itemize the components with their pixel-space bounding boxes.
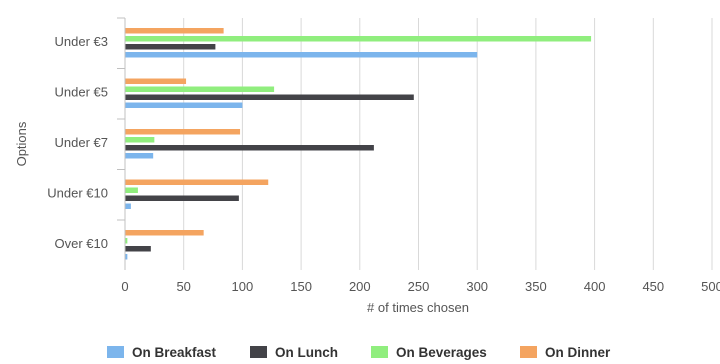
bar-on-beverages-under-eur7: [125, 137, 155, 143]
x-tick-label: 300: [466, 279, 488, 294]
legend-label-on-lunch: On Lunch: [275, 345, 338, 360]
x-tick-label: 50: [176, 279, 190, 294]
x-tick-label: 150: [290, 279, 312, 294]
x-tick-label: 500: [701, 279, 720, 294]
bar-on-breakfast-under-eur3: [125, 52, 478, 58]
y-axis-categories: Under €3 Under €5 Under €7 Under €10 Over €1…: [47, 17, 125, 251]
bar-on-dinner-over-eur10: [125, 230, 204, 236]
bar-on-dinner-under-eur3: [125, 28, 224, 34]
y-axis-title: Options: [14, 121, 29, 166]
bar-on-breakfast-under-eur5: [125, 102, 243, 108]
bar-on-breakfast-over-eur10: [125, 254, 128, 260]
x-tick-label: 0: [121, 279, 128, 294]
category-label: Under €3: [55, 34, 108, 49]
category-label: Under €7: [55, 135, 108, 150]
legend-label-on-beverages: On Beverages: [396, 345, 487, 360]
x-tick-label: 250: [408, 279, 430, 294]
bar-on-lunch-over-eur10: [125, 246, 151, 252]
x-tick-label: 400: [584, 279, 606, 294]
legend-label-on-breakfast: On Breakfast: [132, 345, 217, 360]
bar-on-dinner-under-eur7: [125, 129, 241, 135]
x-axis-title: # of times chosen: [367, 300, 469, 315]
bar-on-beverages-under-eur3: [125, 36, 592, 42]
bar-on-beverages-under-eur5: [125, 86, 275, 92]
legend: On Breakfast On Lunch On Beverages On Dinne…: [107, 345, 611, 360]
legend-swatch-on-lunch: [250, 346, 267, 358]
bar-on-lunch-under-eur10: [125, 195, 239, 201]
x-tick-label: 450: [642, 279, 664, 294]
x-axis-ticks: 0 50 100 150 200 250 300 350 400 450 500: [121, 279, 720, 294]
x-tick-label: 350: [525, 279, 547, 294]
bar-on-beverages-under-eur10: [125, 187, 138, 193]
bar-on-breakfast-under-eur10: [125, 203, 131, 209]
legend-label-on-dinner: On Dinner: [545, 345, 611, 360]
category-label: Under €5: [55, 85, 108, 100]
x-tick-label: 200: [349, 279, 371, 294]
category-label: Over €10: [55, 236, 108, 251]
bar-on-breakfast-under-eur7: [125, 153, 154, 159]
legend-swatch-on-dinner: [520, 346, 537, 358]
category-label: Under €10: [47, 186, 108, 201]
bar-on-lunch-under-eur3: [125, 44, 216, 50]
bar-on-beverages-over-eur10: [125, 238, 128, 244]
bar-on-lunch-under-eur7: [125, 145, 374, 151]
grid-lines: [183, 18, 713, 270]
legend-swatch-on-beverages: [371, 346, 388, 358]
bar-on-dinner-under-eur5: [125, 78, 187, 84]
legend-swatch-on-breakfast: [107, 346, 124, 358]
x-tick-label: 100: [232, 279, 254, 294]
bar-on-dinner-under-eur10: [125, 179, 269, 185]
bar-on-lunch-under-eur5: [125, 94, 414, 100]
bars: [125, 28, 592, 260]
